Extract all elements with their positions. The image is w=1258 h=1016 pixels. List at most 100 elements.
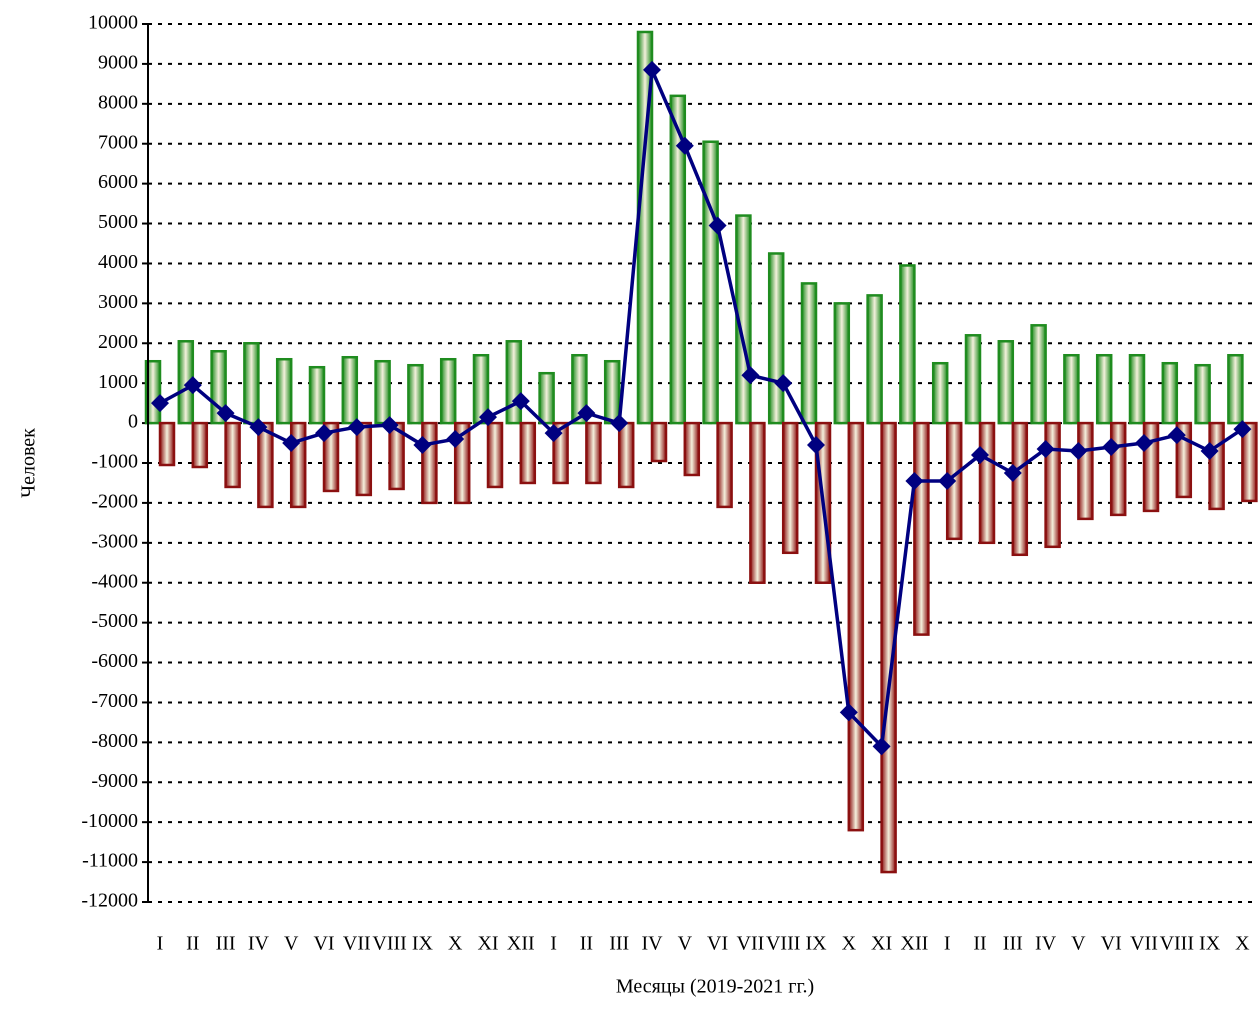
x-tick-label: I bbox=[157, 933, 164, 955]
x-tick-label: VII bbox=[343, 933, 371, 955]
bar bbox=[880, 421, 897, 874]
bar bbox=[1109, 421, 1127, 517]
y-tick-label: 0 bbox=[128, 411, 138, 433]
bar bbox=[603, 359, 621, 425]
y-tick-label: -11000 bbox=[82, 850, 138, 872]
bar bbox=[374, 359, 391, 425]
y-axis-title: Человек bbox=[18, 428, 40, 498]
marker bbox=[413, 436, 432, 455]
marker bbox=[774, 374, 793, 393]
bar bbox=[964, 334, 982, 425]
marker bbox=[1069, 442, 1088, 461]
marker bbox=[938, 471, 957, 490]
bar bbox=[538, 371, 555, 425]
y-tick-label: -8000 bbox=[91, 730, 138, 752]
bar bbox=[1044, 421, 1061, 549]
bar bbox=[800, 282, 818, 425]
marker bbox=[380, 416, 399, 435]
x-tick-label: II bbox=[186, 933, 199, 955]
marker bbox=[1102, 438, 1121, 457]
marker bbox=[446, 430, 465, 449]
bar bbox=[1128, 353, 1146, 425]
bar bbox=[505, 340, 523, 425]
x-tick-label: VII bbox=[1130, 933, 1158, 955]
bar bbox=[847, 421, 865, 832]
x-tick-label: VIII bbox=[766, 933, 800, 955]
y-tick-label: 3000 bbox=[98, 291, 138, 313]
marker bbox=[151, 394, 169, 413]
x-axis-title: Месяцы (2019-2021 гг.) bbox=[616, 976, 814, 998]
bar bbox=[1095, 353, 1113, 425]
marker bbox=[839, 703, 858, 722]
x-tick-label: VI bbox=[707, 933, 728, 955]
marker bbox=[249, 418, 268, 437]
bar bbox=[913, 421, 930, 636]
marker bbox=[183, 376, 202, 395]
y-tick-label: 8000 bbox=[98, 91, 138, 113]
bar bbox=[191, 421, 209, 469]
marker bbox=[905, 471, 924, 490]
bar bbox=[275, 357, 293, 425]
bar bbox=[997, 340, 1015, 425]
bar bbox=[866, 294, 883, 425]
bar bbox=[322, 421, 340, 493]
marker bbox=[315, 424, 333, 443]
x-tick-label: IX bbox=[412, 933, 434, 955]
bar bbox=[158, 421, 176, 467]
x-tick-label: VI bbox=[313, 933, 334, 955]
x-tick-label: VIII bbox=[1160, 933, 1194, 955]
bar bbox=[833, 302, 851, 425]
marker bbox=[282, 434, 301, 453]
bar bbox=[1030, 324, 1047, 425]
marker bbox=[1036, 440, 1055, 459]
x-tick-label: IX bbox=[1199, 933, 1221, 955]
x-tick-label: X bbox=[842, 933, 857, 955]
x-tick-label: IV bbox=[641, 933, 663, 955]
y-tick-label: -5000 bbox=[91, 610, 138, 632]
bar bbox=[1194, 363, 1211, 425]
y-tick-label: -6000 bbox=[91, 650, 138, 672]
marker bbox=[544, 424, 563, 443]
line bbox=[159, 69, 1244, 751]
y-tick-label: 5000 bbox=[98, 211, 138, 233]
bar bbox=[341, 355, 359, 425]
marker bbox=[1135, 434, 1153, 453]
marker bbox=[479, 408, 497, 427]
bar bbox=[1161, 361, 1179, 425]
marker bbox=[807, 436, 825, 455]
marker bbox=[511, 392, 530, 411]
y-tick-label: -1000 bbox=[91, 451, 138, 473]
x-tick-label: VI bbox=[1101, 933, 1122, 955]
bar bbox=[421, 421, 438, 505]
bar bbox=[486, 421, 504, 489]
bar bbox=[1063, 353, 1080, 425]
x-tick-label: XII bbox=[507, 933, 535, 955]
x-tick-label: X bbox=[448, 933, 463, 955]
y-tick-label: -10000 bbox=[81, 810, 138, 832]
bar bbox=[243, 342, 260, 425]
marker bbox=[675, 136, 694, 155]
y-tick-label: 9000 bbox=[98, 52, 138, 74]
y-tick-label: 1000 bbox=[98, 371, 138, 393]
x-tick-label: II bbox=[973, 933, 986, 955]
x-tick-label: IX bbox=[805, 933, 827, 955]
bar bbox=[781, 421, 799, 555]
bar bbox=[716, 421, 733, 509]
marker bbox=[1200, 442, 1219, 461]
y-tick-label: -2000 bbox=[91, 491, 138, 513]
marker bbox=[872, 737, 891, 756]
bar bbox=[617, 421, 635, 489]
y-tick-label: 2000 bbox=[98, 331, 138, 353]
y-tick-label: 7000 bbox=[98, 131, 138, 153]
x-tick-label: III bbox=[216, 933, 236, 955]
marker bbox=[741, 366, 760, 385]
bar bbox=[749, 421, 766, 584]
bar bbox=[571, 353, 588, 425]
bar bbox=[669, 94, 687, 425]
bar bbox=[439, 357, 457, 425]
marker bbox=[971, 446, 989, 465]
bar bbox=[1011, 421, 1029, 557]
bar bbox=[585, 421, 602, 485]
bar bbox=[1241, 421, 1258, 503]
